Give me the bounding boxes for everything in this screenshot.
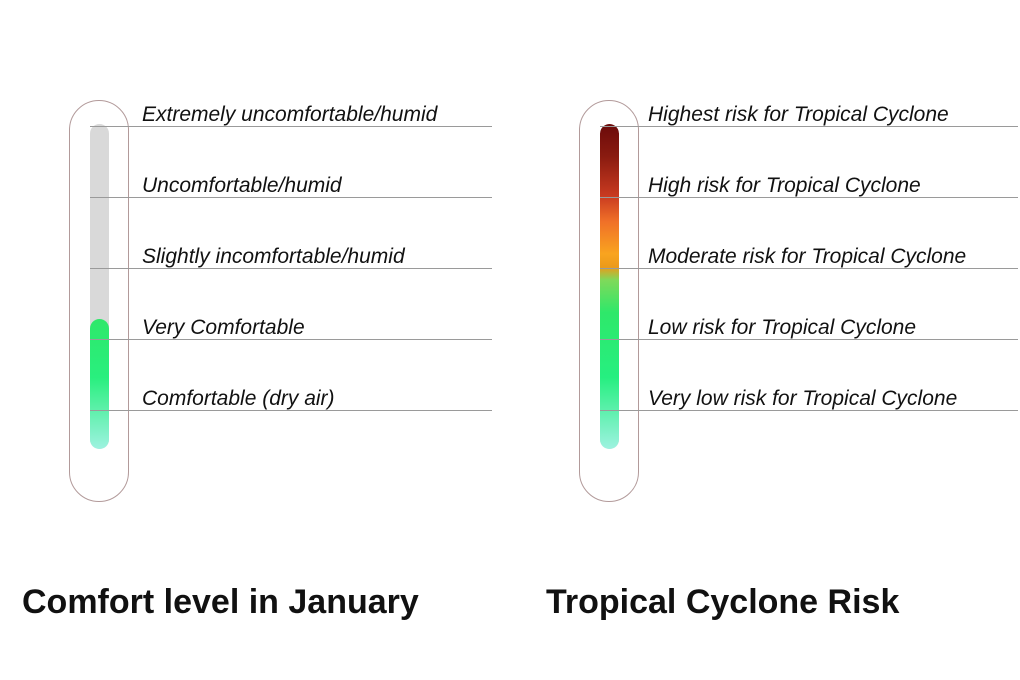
gauge-track [90,124,109,449]
level-line [600,126,1018,127]
level-label-very-comfortable: Very Comfortable [142,316,305,339]
level-line [600,410,1018,411]
level-line [600,268,1018,269]
level-label-uncomfortable: Uncomfortable/humid [142,174,342,197]
gauge-title: Comfort level in January [22,583,419,621]
gauge-outline [69,100,129,502]
level-label-very-low-risk: Very low risk for Tropical Cyclone [648,387,958,410]
level-line [600,339,1018,340]
level-line [90,410,492,411]
level-line [90,339,492,340]
gauge-title: Tropical Cyclone Risk [546,583,900,621]
level-line [600,197,1018,198]
level-label-comfortable: Comfortable (dry air) [142,387,335,410]
gauge-fill [90,319,109,449]
level-label-slightly-uncomfortable: Slightly incomfortable/humid [142,245,405,268]
gauge-track [600,124,619,449]
level-label-low-risk: Low risk for Tropical Cyclone [648,316,917,339]
gauge-outline [579,100,639,502]
level-line [90,268,492,269]
gauge-fill [600,124,619,449]
level-line [90,126,492,127]
level-label-highest-risk: Highest risk for Tropical Cyclone [648,103,949,126]
level-label-extremely-uncomfortable: Extremely uncomfortable/humid [142,103,438,126]
level-label-high-risk: High risk for Tropical Cyclone [648,174,921,197]
level-label-moderate-risk: Moderate risk for Tropical Cyclone [648,245,967,268]
level-line [90,197,492,198]
